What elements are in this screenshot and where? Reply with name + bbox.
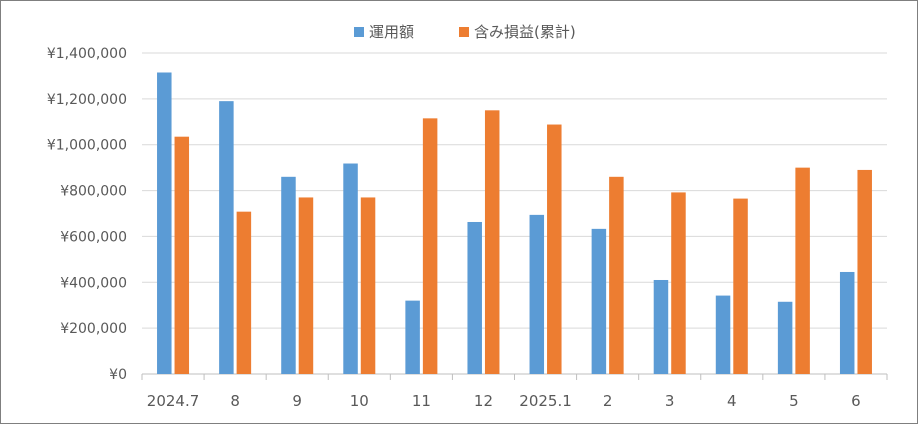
x-tick-label: 5 [789,392,799,410]
legend-label: 運用額 [369,23,414,41]
x-tick-label: 11 [412,392,431,410]
bar-series2 [795,167,810,374]
y-tick-label: ¥600,000 [60,229,127,245]
bar-series2 [733,198,748,374]
x-tick-label: 3 [665,392,675,410]
y-tick-label: ¥800,000 [60,184,127,200]
x-tick-label: 2025.1 [519,392,572,410]
legend-label: 含み損益(累計) [474,23,576,41]
x-tick-label: 10 [350,392,369,410]
bar-series2 [671,192,686,374]
bar-series2 [236,211,252,374]
bar-series1 [839,271,855,374]
x-tick-label: 4 [727,392,737,410]
bar-series1 [777,301,793,374]
bar-series2 [174,136,190,374]
x-tick-label: 9 [292,392,302,410]
x-tick-label: 8 [230,392,240,410]
bar-series1 [281,176,296,374]
y-tick-label: ¥1,000,000 [47,138,127,154]
legend-swatch [354,27,364,37]
y-tick-label: ¥1,200,000 [47,92,127,108]
bar-series1 [405,300,420,374]
x-tick-label: 6 [851,392,861,410]
x-tick-label: 2 [603,392,613,410]
bar-series2 [857,169,872,374]
legend-swatch [459,27,469,37]
bar-series1 [529,214,545,374]
bar-series2 [547,124,562,374]
y-tick-label: ¥200,000 [60,321,127,337]
bar-series2 [298,197,314,374]
bar-series1 [653,279,669,374]
bar-series1 [715,295,731,374]
y-tick-label: ¥400,000 [60,275,127,291]
x-tick-label: 12 [474,392,493,410]
x-tick-label: 2024.7 [147,392,200,410]
y-tick-label: ¥1,400,000 [47,46,127,62]
bar-series1 [591,228,607,374]
y-tick-label: ¥0 [109,367,127,383]
bar-series2 [609,176,624,374]
bar-series1 [219,101,234,375]
bar-series1 [343,163,358,374]
bar-series1 [157,72,172,374]
bar-series2 [484,110,500,375]
bar-series2 [360,197,376,374]
bar-series2 [422,118,438,374]
bar-series1 [467,221,482,374]
